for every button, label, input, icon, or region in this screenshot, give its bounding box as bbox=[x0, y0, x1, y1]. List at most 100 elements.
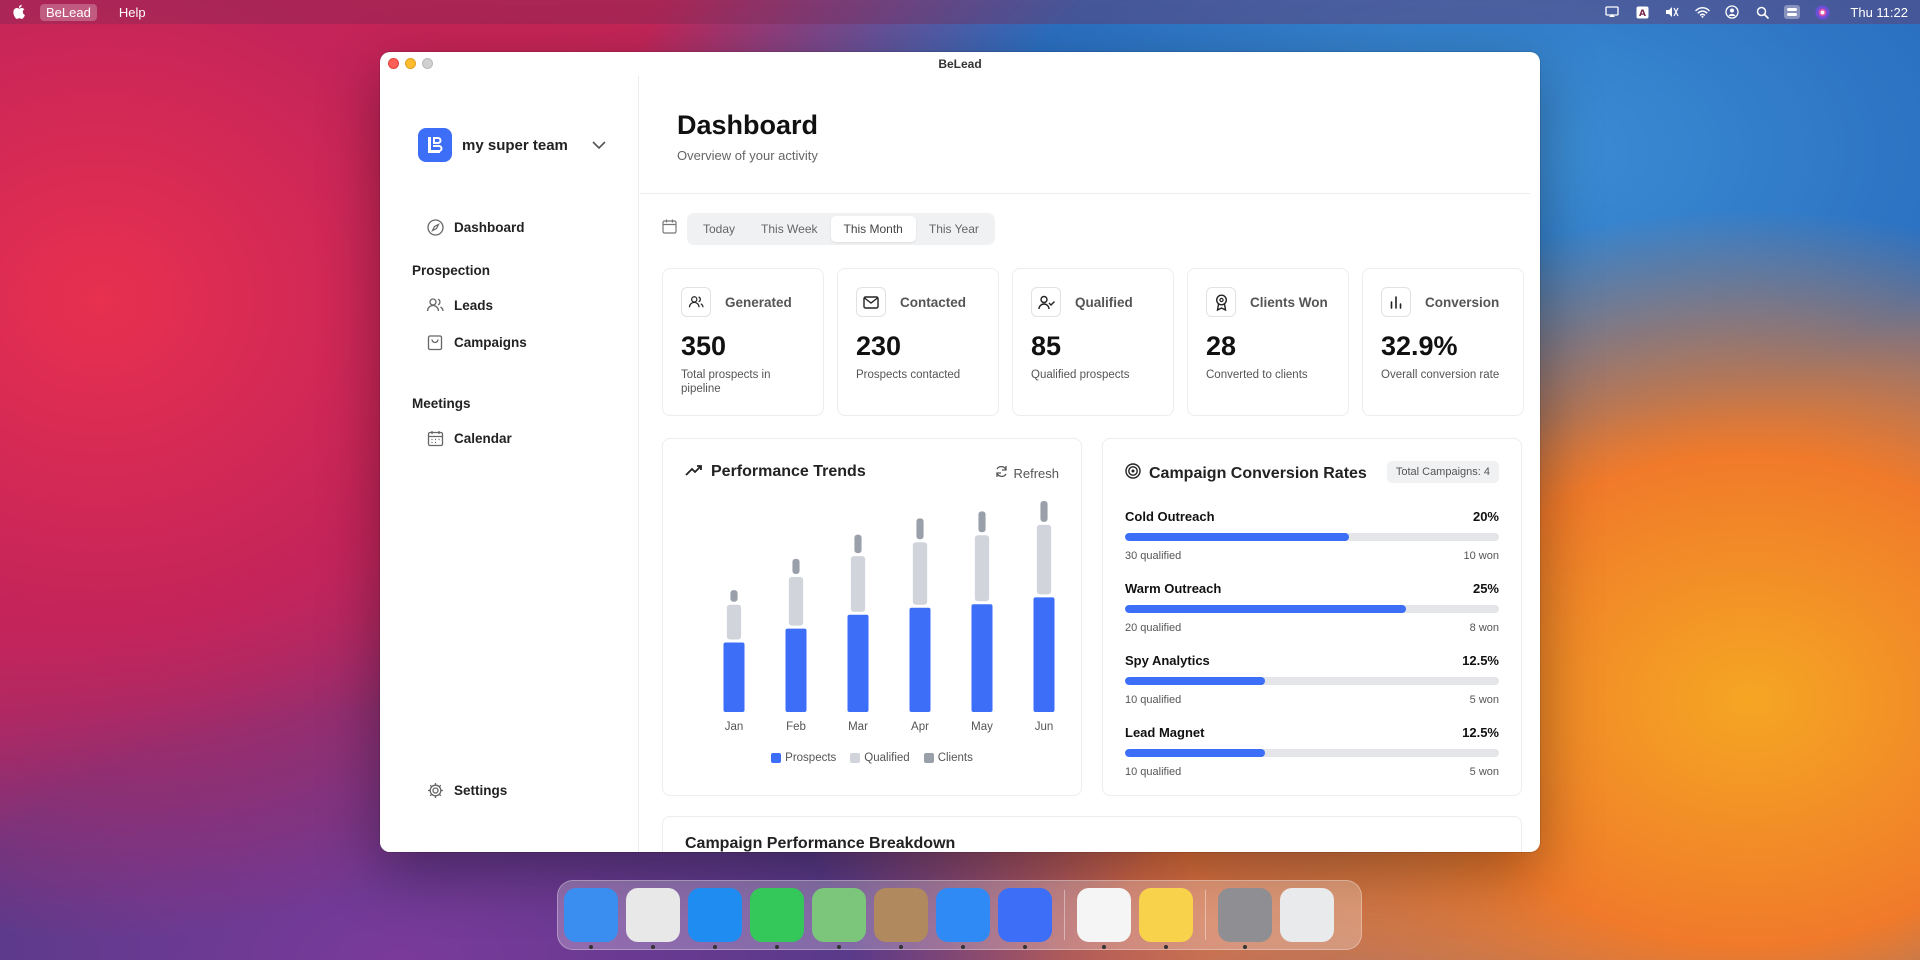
bar-clients-jun bbox=[1040, 501, 1048, 522]
bar-clients-feb bbox=[792, 558, 800, 574]
zoom-window-button[interactable] bbox=[422, 58, 433, 69]
campaign-progress-fill bbox=[1125, 533, 1350, 541]
bar-prospects-feb bbox=[785, 628, 807, 712]
team-switcher[interactable]: my super team bbox=[418, 128, 606, 162]
notes-icon[interactable] bbox=[1139, 888, 1193, 949]
mute-icon[interactable] bbox=[1664, 5, 1680, 19]
tab-this-week[interactable]: This Week bbox=[761, 222, 818, 236]
reminders-icon[interactable] bbox=[1077, 888, 1131, 949]
kpi-cards: Generated 350 Total prospects in pipelin… bbox=[662, 268, 1524, 416]
campaign-won: 5 won bbox=[1469, 766, 1499, 778]
chrome-icon[interactable] bbox=[626, 888, 680, 949]
maps-icon[interactable] bbox=[812, 888, 866, 949]
refresh-button[interactable]: Refresh bbox=[995, 465, 1059, 481]
apple-menu-icon[interactable] bbox=[12, 4, 26, 20]
main-content: Dashboard Overview of your activity Toda… bbox=[640, 76, 1540, 852]
bar-qualified-jan bbox=[726, 604, 742, 640]
bar-prospects-mar bbox=[847, 614, 869, 712]
spotlight-search-icon[interactable] bbox=[1754, 5, 1770, 19]
running-indicator bbox=[651, 945, 655, 949]
campaign-conversion-title: Campaign Conversion Rates bbox=[1125, 463, 1367, 484]
refresh-label: Refresh bbox=[1013, 465, 1059, 481]
close-window-button[interactable] bbox=[388, 58, 399, 69]
tab-today[interactable]: Today bbox=[703, 222, 736, 236]
running-indicator bbox=[899, 945, 903, 949]
app-store-icon[interactable] bbox=[688, 888, 742, 949]
sidebar-item-calendar[interactable]: Calendar bbox=[426, 429, 512, 447]
menu-bar-clock[interactable]: Thu 11:22 bbox=[1850, 4, 1908, 20]
chart-legend: Prospects Qualified Clients bbox=[663, 752, 1081, 764]
minimize-window-button[interactable] bbox=[405, 58, 416, 69]
siri-icon[interactable] bbox=[1814, 5, 1830, 19]
bar-clients-apr bbox=[916, 518, 924, 540]
help-menu[interactable]: Help bbox=[118, 4, 146, 20]
mail-app-icon[interactable] bbox=[936, 888, 990, 949]
svg-text:A: A bbox=[1639, 9, 1646, 19]
kpi-description: Qualified prospects bbox=[1031, 369, 1130, 381]
window-title: BeLead bbox=[938, 57, 982, 71]
sidebar-item-label: Calendar bbox=[454, 430, 512, 446]
sidebar-item-campaigns[interactable]: Campaigns bbox=[426, 333, 527, 351]
sidebar-item-label: Leads bbox=[454, 297, 494, 313]
app-menu[interactable]: BeLead bbox=[40, 3, 97, 21]
tab-this-month[interactable]: This Month bbox=[830, 216, 916, 242]
campaign-qualified: 20 qualified bbox=[1125, 622, 1182, 634]
bar-prospects-jun bbox=[1033, 597, 1055, 712]
messages-icon[interactable] bbox=[750, 888, 804, 949]
kpi-description: Prospects contacted bbox=[856, 369, 961, 381]
sidebar-item-settings[interactable]: Settings bbox=[426, 781, 507, 799]
calendar-icon[interactable] bbox=[662, 219, 677, 239]
x-tick-label: Jan bbox=[725, 721, 744, 733]
belead-icon[interactable] bbox=[998, 888, 1052, 949]
kpi-value: 32.9% bbox=[1381, 331, 1458, 361]
legend-swatch bbox=[771, 753, 782, 763]
running-indicator bbox=[1023, 945, 1027, 949]
user-account-icon[interactable] bbox=[1724, 5, 1740, 19]
bar-qualified-may bbox=[974, 535, 990, 602]
dock-separator bbox=[1064, 890, 1065, 940]
contacts-icon[interactable] bbox=[874, 888, 928, 949]
kpi-description: Overall conversion rate bbox=[1381, 369, 1500, 381]
kpi-label: Qualified bbox=[1075, 294, 1133, 310]
header-divider bbox=[640, 193, 1530, 194]
control-center-icon[interactable] bbox=[1784, 5, 1801, 19]
kpi-label: Conversion bbox=[1425, 294, 1500, 310]
legend-item-prospects: Prospects bbox=[771, 752, 836, 764]
page-title: Dashboard bbox=[677, 110, 819, 140]
bar-clients-jan bbox=[730, 590, 738, 602]
keyboard-input-icon[interactable]: A bbox=[1634, 5, 1650, 19]
campaign-breakdown-title: Campaign Performance Breakdown bbox=[685, 835, 956, 852]
tab-this-year[interactable]: This Year bbox=[928, 222, 979, 236]
total-campaigns-badge: Total Campaigns: 4 bbox=[1386, 461, 1499, 483]
finder-icon[interactable] bbox=[564, 888, 618, 949]
x-tick-label: Apr bbox=[911, 721, 929, 733]
bar-prospects-jan bbox=[723, 642, 745, 712]
wifi-icon[interactable] bbox=[1694, 5, 1710, 19]
kpi-value: 28 bbox=[1206, 331, 1237, 361]
users-icon bbox=[426, 296, 444, 314]
campaign-name: Lead Magnet bbox=[1125, 725, 1205, 740]
x-tick-label: Jun bbox=[1035, 721, 1054, 733]
target-icon bbox=[1125, 463, 1141, 484]
system-preferences-icon[interactable] bbox=[1218, 888, 1272, 949]
x-tick-label: May bbox=[971, 721, 993, 733]
kpi-card-conversion: Conversion 32.9% Overall conversion rate bbox=[1362, 268, 1524, 416]
trash-icon[interactable] bbox=[1280, 888, 1334, 942]
legend-label: Qualified bbox=[864, 752, 910, 764]
airplay-icon[interactable] bbox=[1604, 5, 1620, 19]
legend-label: Prospects bbox=[785, 752, 837, 764]
award-icon bbox=[1206, 287, 1236, 317]
sidebar-item-leads[interactable]: Leads bbox=[426, 296, 493, 314]
bar-qualified-mar bbox=[850, 556, 866, 612]
campaign-progress-bar bbox=[1125, 533, 1499, 541]
bar-prospects-apr bbox=[909, 607, 931, 712]
bar-clients-may bbox=[978, 511, 986, 533]
performance-trends-card: Performance Trends Refresh Jan Feb Mar Apr M… bbox=[662, 438, 1082, 796]
campaign-row: Cold Outreach 20% 30 qualified 10 won bbox=[1125, 509, 1499, 562]
sidebar-item-dashboard[interactable]: Dashboard bbox=[426, 218, 525, 236]
kpi-card-qualified: Qualified 85 Qualified prospects bbox=[1012, 268, 1174, 416]
campaign-won: 8 won bbox=[1469, 622, 1499, 634]
running-indicator bbox=[1243, 945, 1247, 949]
bar-qualified-apr bbox=[912, 542, 928, 605]
kpi-label: Clients Won bbox=[1250, 294, 1328, 310]
